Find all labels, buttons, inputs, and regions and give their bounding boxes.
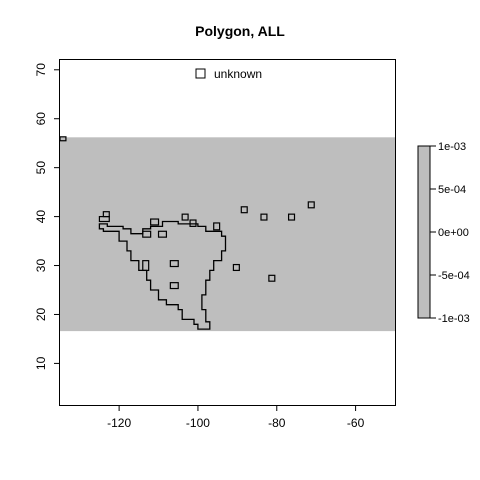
y-tick-label: 60: [34, 112, 48, 126]
x-tick-label: -120: [107, 416, 131, 430]
colorbar-tick-label: 5e-04: [438, 184, 466, 196]
colorbar-tick-label: -1e-03: [438, 313, 470, 325]
raster-band: [60, 137, 395, 331]
y-tick-label: 20: [34, 307, 48, 321]
x-tick-label: -80: [268, 416, 286, 430]
x-tick-label: -100: [186, 416, 210, 430]
colorbar-tick-label: 1e-03: [438, 141, 466, 153]
y-tick-label: 30: [34, 259, 48, 273]
y-tick-label: 40: [34, 210, 48, 224]
legend-swatch-unknown: [196, 69, 205, 78]
colorbar-tick-label: 0e+00: [438, 227, 469, 239]
y-tick-label: 70: [34, 63, 48, 77]
y-tick-label: 50: [34, 161, 48, 175]
x-tick-label: -60: [347, 416, 365, 430]
y-tick-label: 10: [34, 356, 48, 370]
colorbar-tick-label: -5e-04: [438, 270, 470, 282]
colorbar: [418, 146, 430, 318]
legend-label-unknown: unknown: [214, 67, 262, 81]
